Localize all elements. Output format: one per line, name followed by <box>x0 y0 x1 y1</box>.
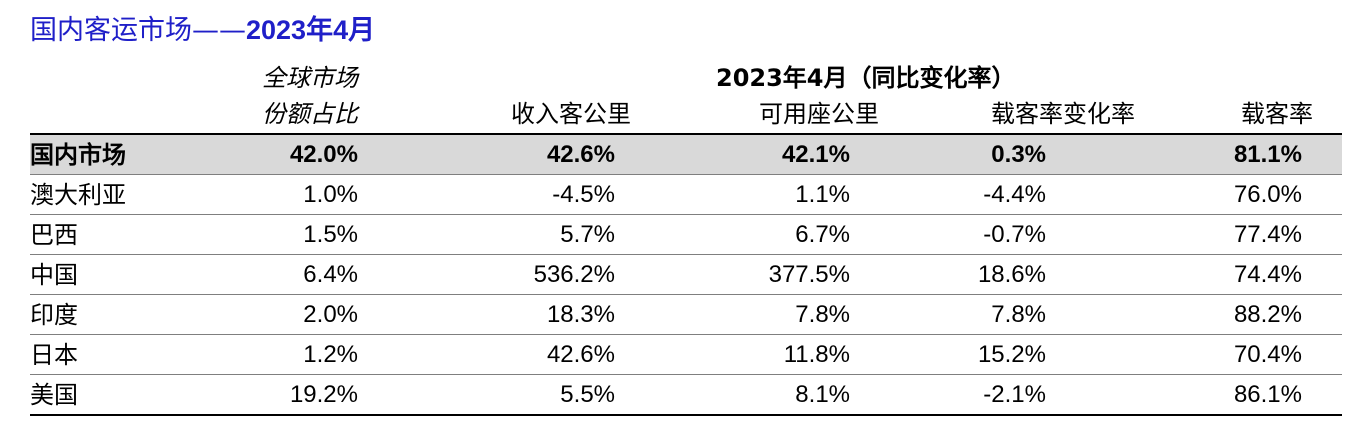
header-col-ask: 可用座公里 <box>759 100 879 128</box>
table-row: 印度 2.0% 18.3% 7.8% 7.8% 88.2% <box>30 295 1342 335</box>
cell-rpk: 5.5% <box>560 381 615 408</box>
row-divider <box>30 254 1342 255</box>
row-name: 印度 <box>30 301 78 329</box>
header-col-plf-change: 载客率变化率 <box>991 100 1135 128</box>
row-name: 日本 <box>30 341 78 369</box>
cell-plf-change: -0.7% <box>983 221 1046 248</box>
table-row: 澳大利亚 1.0% -4.5% 1.1% -4.4% 76.0% <box>30 175 1342 215</box>
title-period: 2023年4月 <box>246 15 376 45</box>
header-share-line2: 份额占比 <box>262 100 358 128</box>
cell-ask: 42.1% <box>781 141 850 168</box>
cell-share: 1.5% <box>303 221 358 248</box>
page-title: 国内客运市场——2023年4月 <box>30 8 375 47</box>
cell-rpk: 5.7% <box>560 221 615 248</box>
cell-rpk: 42.6% <box>546 141 615 168</box>
cell-plf-change: -2.1% <box>983 381 1046 408</box>
header-period-label: 2023年4月（同比变化率） <box>716 64 1016 92</box>
row-divider <box>30 214 1342 215</box>
cell-share: 1.0% <box>303 181 358 208</box>
row-name: 巴西 <box>30 221 78 249</box>
row-name: 中国 <box>30 261 78 289</box>
cell-plf-change: -4.4% <box>983 181 1046 208</box>
header-rule <box>30 133 1342 135</box>
cell-plf: 76.0% <box>1233 181 1302 208</box>
cell-plf: 86.1% <box>1233 381 1302 408</box>
cell-ask: 6.7% <box>795 221 850 248</box>
cell-plf-change: 18.6% <box>977 261 1046 288</box>
cell-share: 1.2% <box>303 341 358 368</box>
cell-share: 42.0% <box>289 141 358 168</box>
header-col-plf: 载客率 <box>1241 100 1313 128</box>
cell-plf: 74.4% <box>1233 261 1302 288</box>
row-divider <box>30 374 1342 375</box>
cell-share: 6.4% <box>303 261 358 288</box>
cell-ask: 1.1% <box>795 181 850 208</box>
cell-ask: 377.5% <box>768 261 850 288</box>
row-divider <box>30 174 1342 175</box>
table-row: 巴西 1.5% 5.7% 6.7% -0.7% 77.4% <box>30 215 1342 255</box>
row-divider <box>30 294 1342 295</box>
cell-rpk: 536.2% <box>533 261 615 288</box>
cell-plf: 88.2% <box>1233 301 1302 328</box>
cell-rpk: 42.6% <box>546 341 615 368</box>
bottom-rule <box>30 414 1342 416</box>
cell-plf-change: 15.2% <box>977 341 1046 368</box>
title-prefix: 国内客运市场—— <box>30 15 246 46</box>
table-row: 日本 1.2% 42.6% 11.8% 15.2% 70.4% <box>30 335 1342 375</box>
row-name: 美国 <box>30 381 78 409</box>
cell-plf-change: 7.8% <box>991 301 1046 328</box>
cell-ask: 11.8% <box>783 341 850 368</box>
cell-ask: 7.8% <box>795 301 850 328</box>
cell-share: 2.0% <box>303 301 358 328</box>
header-share-line1: 全球市场 <box>262 64 358 92</box>
cell-share: 19.2% <box>289 381 358 408</box>
cell-rpk: 18.3% <box>546 301 615 328</box>
cell-plf: 77.4% <box>1233 221 1302 248</box>
header-col-rpk: 收入客公里 <box>511 100 631 128</box>
cell-rpk: -4.5% <box>552 181 615 208</box>
cell-plf-change: 0.3% <box>991 141 1046 168</box>
cell-ask: 8.1% <box>795 381 850 408</box>
row-divider <box>30 334 1342 335</box>
row-name: 澳大利亚 <box>30 181 126 209</box>
table-row: 中国 6.4% 536.2% 377.5% 18.6% 74.4% <box>30 255 1342 295</box>
row-name: 国内市场 <box>30 141 126 169</box>
table-row-domestic: 国内市场 42.0% 42.6% 42.1% 0.3% 81.1% <box>30 135 1342 175</box>
table-row: 美国 19.2% 5.5% 8.1% -2.1% 86.1% <box>30 375 1342 415</box>
cell-plf: 81.1% <box>1233 141 1302 168</box>
cell-plf: 70.4% <box>1233 341 1302 368</box>
